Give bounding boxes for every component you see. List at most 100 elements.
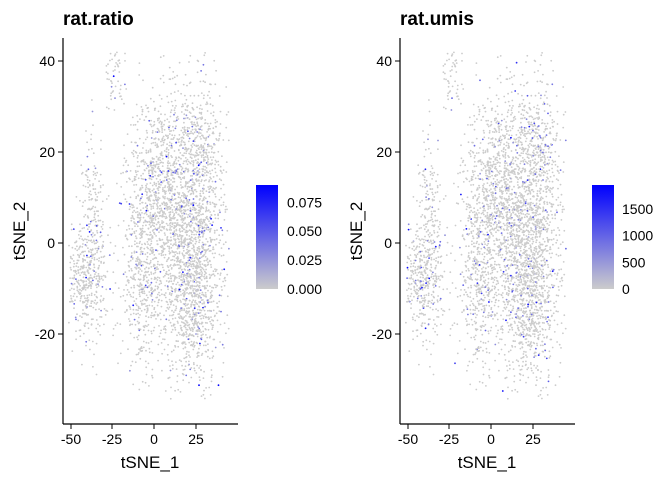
cell-point	[170, 236, 172, 239]
cell-point	[223, 268, 226, 271]
cell-point	[147, 329, 150, 332]
cell-point	[153, 109, 156, 111]
cell-point	[157, 127, 159, 130]
cell-point	[163, 348, 166, 351]
cell-point	[193, 248, 195, 251]
cell-point	[178, 61, 181, 64]
cell-point	[187, 245, 190, 248]
cell-point	[175, 228, 178, 231]
cell-point	[199, 308, 201, 311]
cell-point	[177, 290, 180, 292]
cell-point	[180, 243, 183, 246]
cell-point	[202, 234, 205, 236]
cell-point	[94, 199, 97, 202]
cell-point	[182, 303, 185, 305]
cell-point	[188, 82, 191, 85]
cell-point	[530, 94, 533, 97]
cell-point	[197, 209, 200, 212]
cell-point	[167, 157, 170, 159]
cell-point	[218, 138, 221, 140]
cell-point	[555, 138, 557, 140]
cell-point	[183, 148, 186, 151]
cell-point	[200, 138, 202, 140]
cell-point	[164, 284, 167, 287]
cell-point	[470, 284, 472, 287]
cell-point	[97, 245, 100, 248]
cell-point	[148, 267, 150, 269]
cell-point	[88, 196, 90, 199]
cell-point	[169, 168, 172, 171]
cell-point	[521, 167, 524, 170]
cell-point	[496, 312, 498, 315]
cell-point	[158, 197, 161, 200]
cell-point	[203, 295, 206, 297]
cell-point	[175, 211, 177, 214]
cell-point	[164, 331, 167, 334]
cell-point	[178, 284, 181, 286]
cell-point	[518, 261, 521, 264]
cell-point	[195, 285, 198, 288]
cell-point	[75, 330, 77, 333]
cell-point	[187, 133, 189, 135]
cell-point	[202, 317, 205, 319]
cell-point	[142, 346, 145, 349]
cell-point	[198, 107, 201, 110]
cell-point	[136, 320, 139, 323]
cell-point	[162, 144, 165, 146]
cell-point	[161, 222, 164, 225]
cell-point	[527, 144, 530, 147]
cell-point	[196, 277, 198, 279]
cell-point	[82, 250, 85, 253]
cell-point	[172, 231, 175, 234]
cell-point	[90, 193, 92, 196]
cell-point	[158, 215, 161, 217]
cell-point	[542, 268, 544, 271]
cell-point	[103, 261, 105, 264]
cell-point	[185, 180, 187, 183]
cell-point	[131, 269, 133, 272]
cell-point	[214, 171, 217, 174]
cell-point	[165, 176, 167, 179]
cell-point	[186, 292, 188, 294]
cell-point	[212, 300, 215, 303]
cell-point	[209, 291, 212, 294]
cell-point	[70, 223, 73, 226]
cell-point	[197, 260, 200, 263]
cell-point	[208, 90, 211, 93]
cell-point	[179, 324, 182, 327]
cell-point	[222, 201, 225, 204]
cell-point	[105, 65, 108, 67]
cell-point	[564, 111, 567, 113]
cell-point	[174, 238, 177, 241]
cell-point	[135, 297, 138, 300]
cell-point	[559, 361, 562, 364]
cell-point	[182, 317, 185, 320]
cell-point	[178, 176, 181, 178]
cell-point	[170, 186, 173, 189]
cell-point	[499, 276, 502, 278]
cell-point	[141, 212, 143, 214]
cell-point	[193, 171, 196, 173]
cell-point	[130, 124, 132, 126]
cell-point	[508, 364, 511, 366]
cell-point	[183, 263, 185, 266]
cell-point	[154, 271, 157, 274]
cell-point	[111, 58, 113, 61]
cell-point	[157, 202, 159, 204]
cell-point	[533, 170, 536, 173]
cell-point	[133, 221, 135, 223]
cell-point	[106, 78, 109, 80]
cell-point	[194, 207, 196, 210]
cell-point	[553, 120, 555, 123]
cell-point	[219, 123, 222, 125]
cell-point	[506, 224, 509, 227]
cell-point	[189, 179, 192, 182]
cell-point	[83, 215, 85, 218]
cell-point	[167, 377, 170, 379]
cell-point	[150, 295, 153, 297]
cell-point	[516, 290, 519, 293]
cell-point	[495, 291, 497, 294]
cell-point	[136, 165, 139, 168]
cell-point	[118, 62, 121, 64]
cell-point	[206, 316, 208, 319]
